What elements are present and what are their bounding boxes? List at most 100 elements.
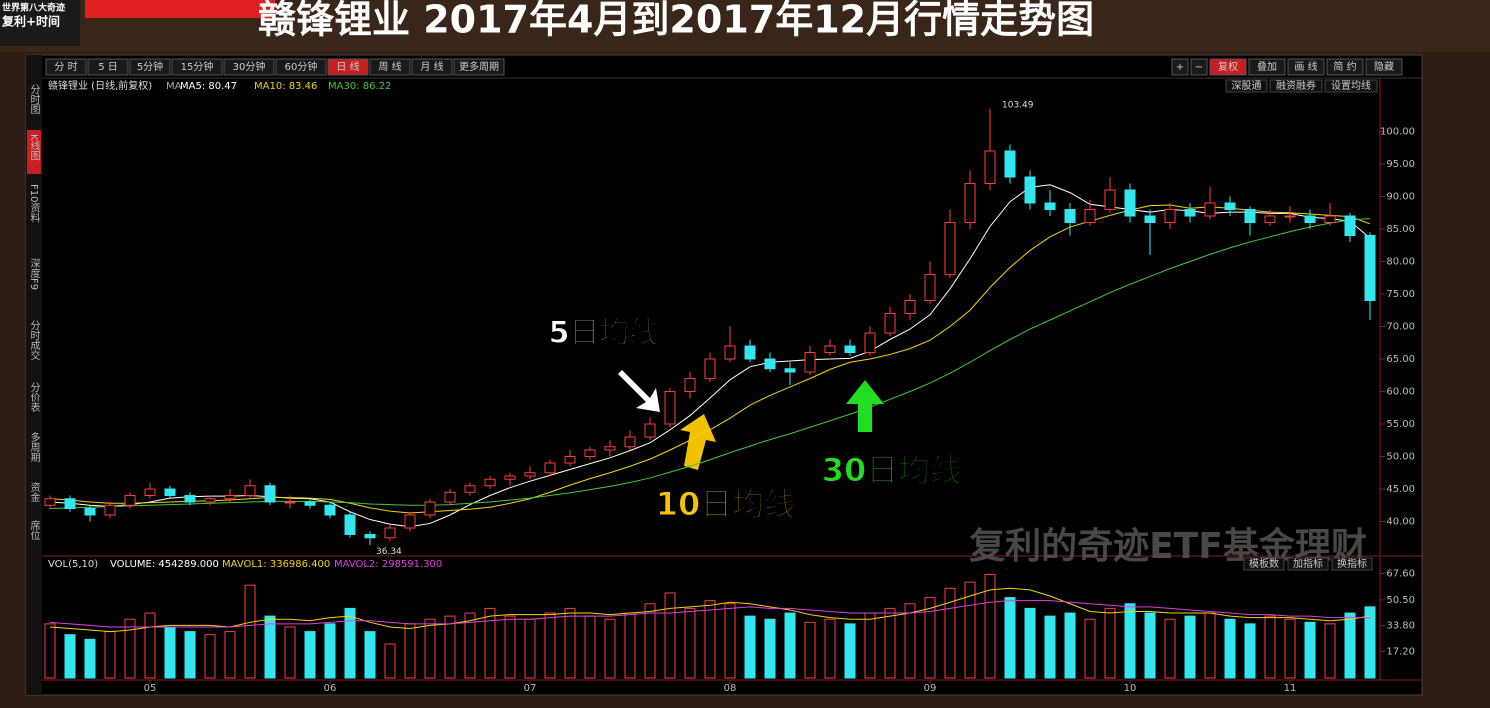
period-button[interactable]	[87, 58, 129, 76]
period-label: 分 时	[54, 61, 77, 73]
sidebar-item[interactable]: 资金	[28, 482, 40, 502]
period-button[interactable]	[453, 58, 505, 76]
period-label: 15分钟	[181, 60, 214, 73]
volume-bar	[1024, 607, 1036, 679]
volume-bar	[184, 631, 196, 679]
y-tick-label: 40.00	[1386, 517, 1415, 528]
sidebar-item[interactable]: 多周期	[28, 431, 40, 463]
tool-button[interactable]	[1326, 58, 1364, 76]
volume-button[interactable]	[1287, 557, 1329, 571]
candle-body	[864, 332, 876, 353]
period-button[interactable]	[223, 58, 275, 76]
volume-label: VOLUME: 454289.000	[110, 559, 219, 570]
candle-body	[904, 300, 916, 314]
period-button[interactable]	[275, 58, 327, 76]
tool-button[interactable]	[1287, 58, 1325, 76]
candle-body	[284, 501, 296, 504]
annotation: 5日均线	[549, 316, 660, 351]
x-tick-label: 06	[324, 683, 337, 694]
volume-bar	[464, 612, 476, 679]
tool-button[interactable]	[1248, 58, 1286, 76]
tool-button[interactable]	[1365, 58, 1403, 76]
candle-body	[1004, 150, 1016, 178]
volume-bar	[264, 615, 276, 679]
volume-bar	[564, 607, 576, 679]
tool-button[interactable]	[1171, 58, 1189, 76]
volume-button[interactable]	[1243, 557, 1285, 571]
volume-bar	[444, 615, 456, 679]
x-tick-label: 11	[1284, 683, 1297, 694]
sub-label: 设置均线	[1331, 79, 1371, 92]
period-button[interactable]	[171, 58, 223, 76]
tool-button[interactable]	[1190, 58, 1208, 76]
candle-body	[444, 491, 456, 503]
volume-bar	[84, 638, 96, 679]
volume-bar	[384, 643, 396, 679]
sidebar-item[interactable]: 深度F9	[28, 258, 40, 290]
candle-body	[1244, 209, 1256, 223]
candle-body	[1304, 215, 1316, 223]
period-label: 5 日	[98, 62, 118, 73]
y-tick-label: 33.80	[1386, 621, 1415, 632]
x-tick-label: 10	[1124, 683, 1137, 694]
x-tick-label: 05	[144, 683, 157, 694]
sub-button[interactable]	[1225, 79, 1268, 93]
arrow	[846, 380, 884, 432]
sub-button[interactable]	[1324, 79, 1378, 93]
volume-bar	[404, 623, 416, 679]
candle-body	[64, 498, 76, 509]
sidebar-item[interactable]: 席位	[28, 519, 40, 540]
candle-body	[584, 449, 596, 457]
candle-body	[44, 498, 56, 506]
volume-bar	[1264, 615, 1276, 679]
y-tick-label: 85.00	[1386, 224, 1415, 235]
candle-body	[324, 504, 336, 516]
y-tick-label: 67.60	[1386, 568, 1415, 579]
sidebar-active	[27, 130, 41, 174]
candle-body	[1044, 202, 1056, 210]
period-button[interactable]	[327, 58, 369, 76]
y-tick-label: 75.00	[1386, 289, 1415, 300]
volume-bar	[64, 634, 76, 679]
volume-bar	[244, 584, 256, 679]
candle-body	[1024, 176, 1036, 204]
tool-button[interactable]	[1209, 58, 1247, 76]
badge	[85, 0, 275, 18]
sidebar-item[interactable]: K线图	[28, 134, 40, 161]
candle-body	[264, 485, 276, 503]
volume-button[interactable]	[1331, 557, 1373, 571]
candle-body	[84, 508, 96, 516]
chart-panel	[25, 54, 1423, 696]
min-label: 36.34	[376, 547, 402, 557]
period-button[interactable]	[129, 58, 171, 76]
volume-bar	[984, 573, 996, 679]
sidebar-item[interactable]: 分时图	[28, 84, 40, 115]
legend-entry: MA30: 86.22	[328, 81, 391, 92]
volume-bar	[624, 612, 636, 679]
volume-bar	[824, 618, 836, 679]
volume-bar	[684, 607, 696, 679]
stock-name: 赣锋锂业 (日线,前复权)	[48, 79, 152, 92]
volume-bar	[744, 615, 756, 679]
volume-bar	[1364, 606, 1376, 679]
volume-bar	[144, 612, 156, 679]
sidebar-item[interactable]: 分价表	[28, 382, 40, 413]
volume-bar	[524, 618, 536, 679]
period-button[interactable]	[369, 58, 411, 76]
volume-bar	[44, 623, 56, 679]
candle-body	[364, 534, 376, 539]
candle-body	[764, 358, 776, 370]
tool-label: +	[1176, 62, 1184, 73]
volume-bar	[664, 592, 676, 679]
mavol-line	[49, 600, 1370, 628]
sub-button[interactable]	[1269, 79, 1323, 93]
volume-bar	[1004, 597, 1016, 679]
sidebar-item[interactable]: F10资料	[28, 184, 40, 223]
sidebar-item[interactable]: 分时成交	[28, 320, 40, 361]
candle-body	[384, 527, 396, 539]
volume-bar	[1044, 615, 1056, 679]
period-button[interactable]	[45, 58, 87, 76]
period-label: 30分钟	[233, 60, 266, 73]
period-button[interactable]	[411, 58, 453, 76]
